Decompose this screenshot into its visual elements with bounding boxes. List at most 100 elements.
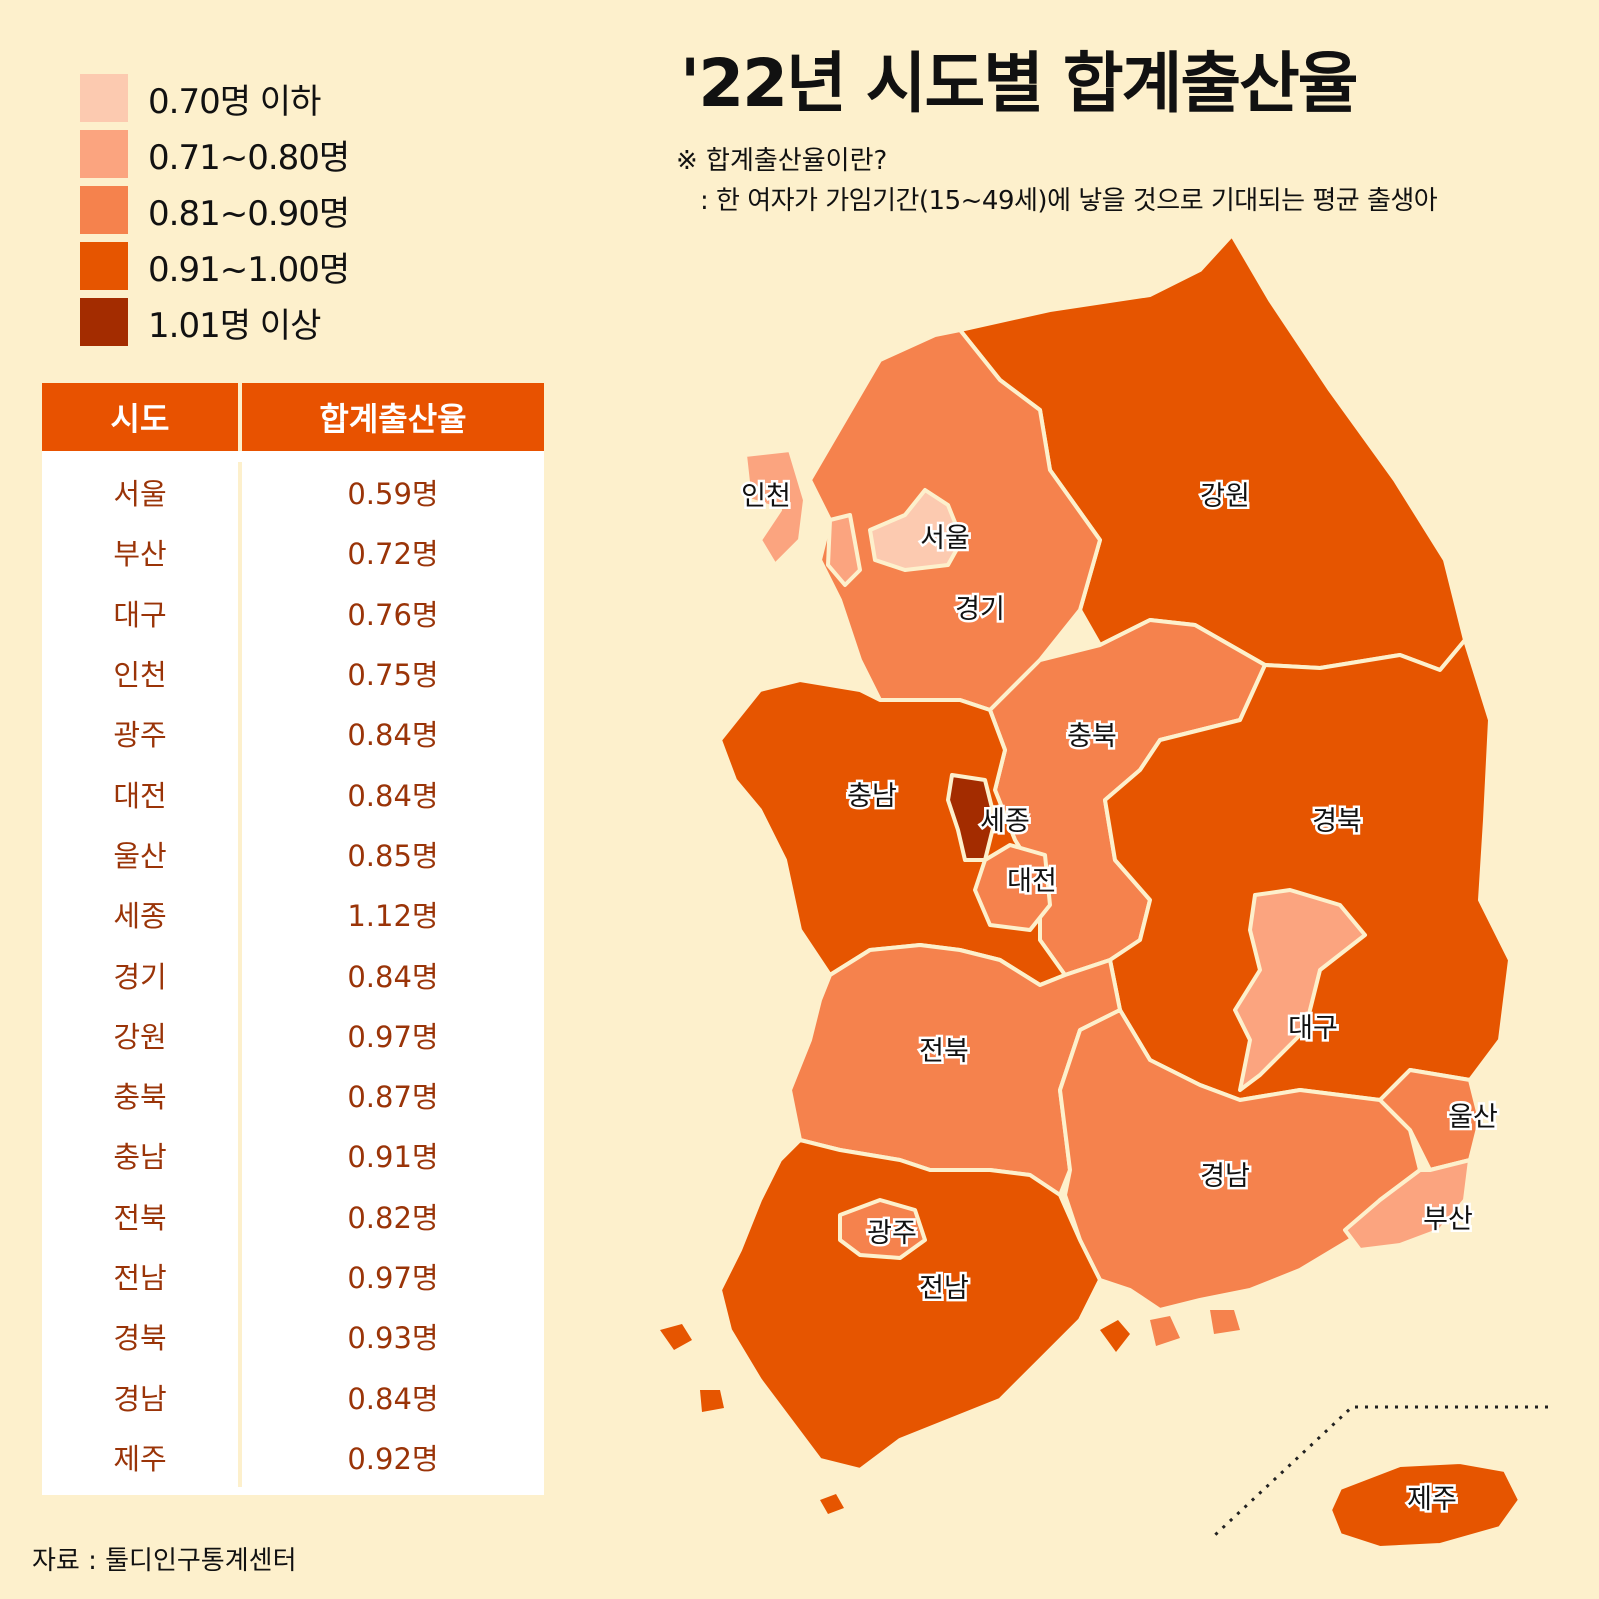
cell-rate: 0.72명 — [238, 522, 544, 583]
cell-region: 경북 — [113, 1321, 167, 1356]
table-row: 서울 0.59명 — [42, 462, 544, 523]
page-title: '22년 시도별 합계출산율 — [680, 45, 1358, 122]
table-row: 부산 0.72명 — [42, 522, 544, 583]
region-jeju[interactable] — [1328, 1460, 1522, 1550]
label-busan: 부산 — [1423, 1204, 1473, 1235]
header-region: 시도 — [110, 400, 170, 438]
cell-rate: 0.84명 — [238, 703, 544, 764]
cell-region: 경기 — [113, 959, 167, 994]
legend-item: 0.71~0.80명 — [80, 126, 350, 182]
label-jeju: 제주 — [1407, 1484, 1457, 1515]
definition-heading: ※ 합계출산율이란? — [676, 146, 888, 176]
cell-region: 서울 — [113, 477, 167, 512]
region-busan[interactable] — [1343, 1158, 1472, 1252]
region-sejong[interactable] — [946, 773, 997, 862]
legend-label: 0.70명 이하 — [148, 81, 321, 122]
cell-rate: 0.85명 — [238, 823, 544, 885]
source-credit: 자료 : 툴디인구통계센터 — [32, 1546, 297, 1576]
table-row: 경남 0.84명 — [42, 1366, 544, 1427]
table-row: 광주 0.84명 — [42, 703, 544, 764]
table-row: 대구 0.76명 — [42, 582, 544, 643]
cell-rate: 0.97명 — [238, 1004, 544, 1065]
region-incheon-west[interactable] — [826, 513, 862, 587]
region-gyeongnam[interactable] — [1058, 1008, 1422, 1312]
cell-region: 제주 — [113, 1441, 167, 1476]
legend-label: 0.91~1.00명 — [148, 249, 350, 290]
cell-region: 전북 — [113, 1200, 167, 1235]
label-gwangju: 광주 — [867, 1218, 917, 1249]
cell-rate: 0.93명 — [238, 1306, 544, 1367]
cell-rate: 0.97명 — [238, 1245, 544, 1307]
header-rate: 합계출산율 — [238, 383, 544, 451]
table-row: 충북 0.87명 — [42, 1064, 544, 1126]
cell-region: 대구 — [113, 597, 167, 632]
label-seoul: 서울 — [920, 523, 970, 554]
cell-region: 울산 — [113, 838, 167, 873]
table-row: 경북 0.93명 — [42, 1306, 544, 1367]
legend-item: 0.81~0.90명 — [80, 182, 350, 238]
region-daegu[interactable] — [1233, 888, 1367, 1092]
legend-swatch — [80, 242, 128, 290]
cell-region: 세종 — [113, 899, 167, 934]
legend-swatch — [80, 298, 128, 346]
region-seoul[interactable] — [868, 488, 964, 572]
table-body: 서울 0.59명 부산 0.72명 대구 0.76명 인천 0.75명 광주 0.84명 대전 0.8… — [42, 454, 544, 1496]
label-chungbuk: 충북 — [1067, 721, 1117, 752]
legend-label: 0.71~0.80명 — [148, 137, 350, 178]
cell-region: 강원 — [113, 1019, 167, 1054]
cell-rate: 0.59명 — [238, 462, 544, 523]
cell-region: 충북 — [113, 1080, 167, 1115]
legend: 0.70명 이하 0.71~0.80명 0.81~0.90명 0.91~1.00… — [80, 70, 350, 350]
cell-rate: 0.87명 — [238, 1064, 544, 1126]
legend-label: 1.01명 이상 — [148, 305, 321, 346]
legend-swatch — [80, 74, 128, 122]
cell-rate: 0.84명 — [238, 1366, 544, 1427]
legend-label: 0.81~0.90명 — [148, 193, 350, 234]
label-daejeon: 대전 — [1007, 866, 1057, 897]
label-chungnam: 충남 — [847, 781, 897, 812]
label-jeonbuk: 전북 — [919, 1036, 969, 1067]
legend-item: 0.91~1.00명 — [80, 238, 350, 294]
label-sejong: 세종 — [980, 806, 1030, 837]
cell-region: 부산 — [113, 537, 167, 572]
cell-rate: 1.12명 — [238, 884, 544, 945]
cell-region: 광주 — [113, 718, 167, 753]
cell-region: 인천 — [113, 658, 167, 693]
jeju-leader-line — [1213, 1405, 1548, 1537]
label-gyeongbuk: 경북 — [1312, 806, 1362, 837]
cell-region: 충남 — [113, 1140, 167, 1175]
label-daegu: 대구 — [1288, 1013, 1338, 1044]
region-incheon[interactable] — [743, 448, 807, 567]
legend-item: 1.01명 이상 — [80, 294, 349, 350]
table-row: 울산 0.85명 — [42, 823, 544, 885]
table-row: 강원 0.97명 — [42, 1004, 544, 1065]
table-row: 인천 0.75명 — [42, 642, 544, 704]
table-row: 세종 1.12명 — [42, 884, 544, 945]
region-jeonnam[interactable] — [718, 1138, 1102, 1472]
label-gangwon: 강원 — [1200, 481, 1250, 512]
table-row: 전남 0.97명 — [42, 1245, 544, 1307]
table-row: 대전 0.84명 — [42, 763, 544, 824]
cell-rate: 0.84명 — [238, 944, 544, 1005]
label-ulsan: 울산 — [1448, 1102, 1498, 1133]
table-row: 제주 0.92명 — [42, 1426, 544, 1488]
legend-item: 0.70명 이하 — [80, 70, 349, 126]
definition-text: : 한 여자가 가임기간(15~49세)에 낳을 것으로 기대되는 평균 출생아 — [700, 186, 1438, 216]
label-incheon: 인천 — [741, 481, 791, 512]
table-row: 충남 0.91명 — [42, 1125, 544, 1186]
cell-region: 대전 — [113, 778, 167, 813]
region-gwangju[interactable] — [838, 1198, 927, 1260]
cell-rate: 0.82명 — [238, 1185, 544, 1246]
label-gyeonggi: 경기 — [955, 594, 1005, 625]
legend-swatch — [80, 186, 128, 234]
legend-swatch — [80, 130, 128, 178]
region-daejeon[interactable] — [973, 843, 1052, 932]
table-header: 시도 합계출산율 — [42, 383, 544, 454]
cell-rate: 0.84명 — [238, 763, 544, 824]
island-group-south — [1150, 1310, 1240, 1346]
cell-region: 경남 — [113, 1381, 167, 1416]
cell-region: 전남 — [113, 1261, 167, 1295]
cell-rate: 0.76명 — [238, 582, 544, 643]
